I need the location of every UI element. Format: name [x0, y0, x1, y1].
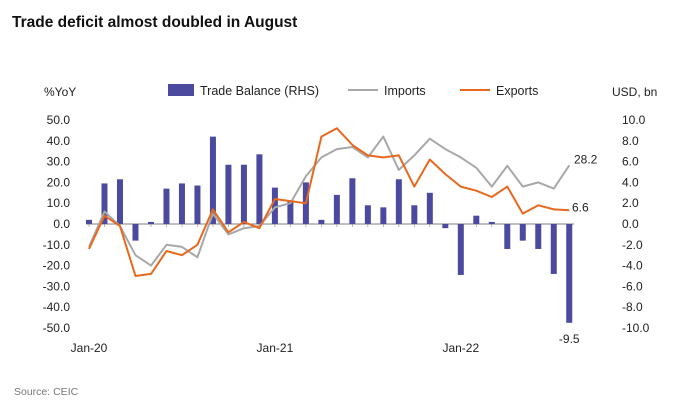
left-axis-title: %YoY [44, 85, 76, 99]
trade-balance-bar [240, 164, 247, 224]
trade-balance-bar [426, 192, 433, 224]
trade-balance-bar [364, 205, 371, 224]
trade-balance-bar [473, 215, 480, 224]
left-tick-label: 20.0 [47, 175, 71, 189]
left-tick-label: -10.0 [43, 238, 71, 252]
right-tick-label: -10.0 [622, 321, 650, 335]
trade-balance-bar [504, 224, 511, 249]
trade-balance-bar [519, 224, 526, 241]
trade-balance-bar [318, 219, 325, 224]
trade-balance-bar [194, 185, 201, 224]
trade-balance-bar [457, 224, 464, 275]
left-tick-label: -30.0 [43, 279, 71, 293]
exports-last-label: 6.6 [572, 200, 589, 214]
trade-balance-bar [209, 136, 216, 224]
trade-balance-bar [287, 200, 294, 224]
legend-label-exports: Exports [496, 84, 538, 98]
trade-balance-bar [256, 154, 263, 224]
right-tick-label: 4.0 [622, 175, 639, 189]
trade-balance-bar [333, 194, 340, 224]
right-tick-label: -2.0 [622, 238, 643, 252]
imports-line [88, 135, 571, 267]
trade-balance-bar [395, 179, 402, 224]
trade-balance-bar [380, 207, 387, 224]
trade-balance-bar [488, 221, 495, 224]
right-tick-label: 6.0 [622, 155, 639, 169]
chart-title: Trade deficit almost doubled in August [12, 14, 298, 31]
right-tick-label: -6.0 [622, 279, 643, 293]
right-tick-label: 2.0 [622, 196, 639, 210]
right-tick-label: -4.0 [622, 259, 643, 273]
trade-balance-bar [349, 178, 356, 224]
legend-swatch-trade-balance [168, 84, 194, 96]
right-tick-label: 8.0 [622, 134, 639, 148]
left-tick-label: 0.0 [53, 217, 70, 231]
right-tick-label: -8.0 [622, 300, 643, 314]
left-tick-label: 10.0 [47, 196, 71, 210]
trade-balance-bar [225, 164, 232, 224]
legend-label-trade-balance: Trade Balance (RHS) [200, 84, 319, 98]
x-tick-label: Jan-21 [257, 341, 294, 355]
right-axis-title: USD, bn [612, 85, 657, 99]
trade-balance-bar [86, 219, 92, 224]
x-tick-label: Jan-22 [442, 341, 479, 355]
trade-balance-bar [442, 224, 449, 229]
trade-balance-bar [178, 183, 185, 224]
left-tick-label: -40.0 [43, 300, 71, 314]
balance-last-label: -9.5 [559, 332, 580, 346]
trade-balance-bar [550, 224, 557, 274]
x-tick-label: Jan-20 [71, 341, 108, 355]
imports-last-label: 28.2 [574, 152, 598, 166]
trade-balance-bar [535, 224, 542, 249]
trade-balance-bar [271, 187, 278, 224]
left-tick-label: 30.0 [47, 155, 71, 169]
left-tick-label: 40.0 [47, 134, 71, 148]
source-note: Source: CEIC [14, 386, 79, 398]
left-tick-label: -20.0 [43, 259, 71, 273]
right-tick-label: 0.0 [622, 217, 639, 231]
trade-balance-bar [147, 221, 154, 224]
trade-balance-bar [116, 179, 123, 224]
exports-line [88, 127, 570, 277]
left-tick-label: -50.0 [43, 321, 71, 335]
trade-balance-bar [411, 205, 418, 224]
legend-label-imports: Imports [384, 84, 426, 98]
trade-balance-bar [163, 188, 170, 224]
trade-balance-bar [132, 224, 139, 241]
trade-balance-bar [101, 183, 108, 224]
left-tick-label: 50.0 [47, 113, 71, 127]
trade-balance-bar [566, 224, 573, 323]
right-tick-label: 10.0 [622, 113, 646, 127]
